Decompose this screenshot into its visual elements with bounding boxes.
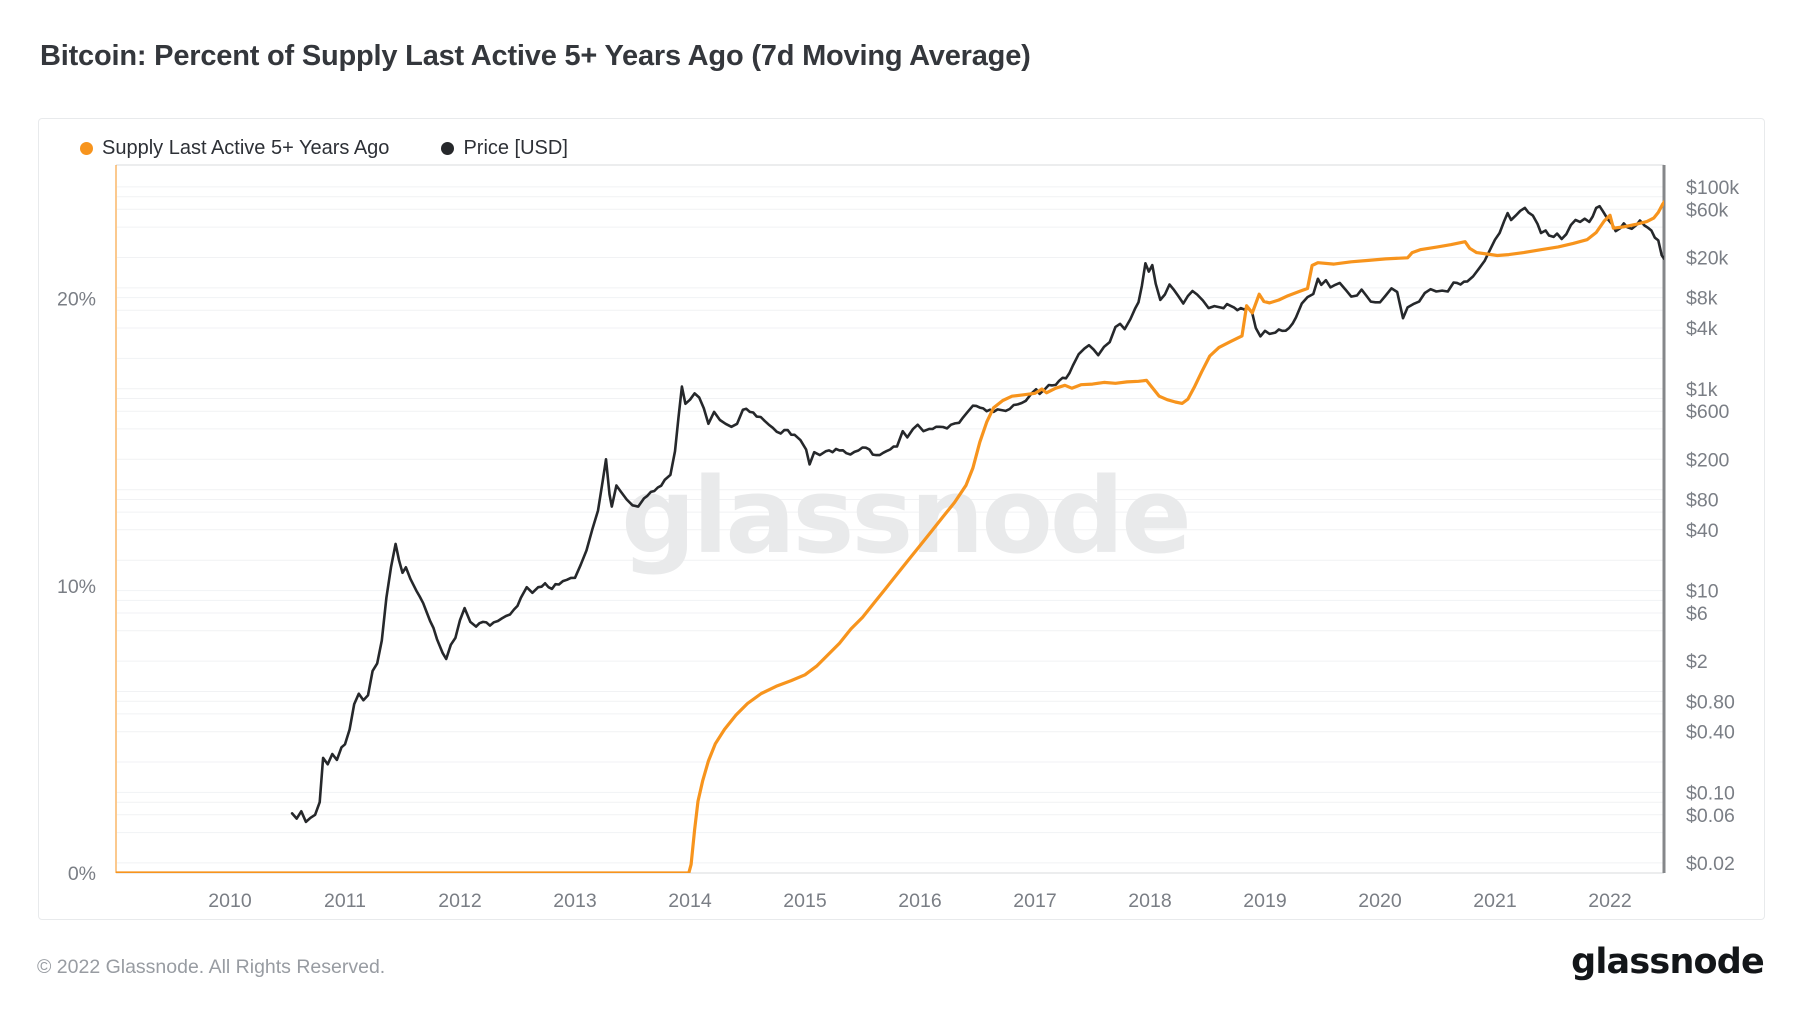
y-right-tick-label: $200 — [1686, 449, 1730, 471]
x-tick-label: 2019 — [1243, 890, 1286, 912]
axis-tick-labels: 0% 10% 20% $100k$60k $20k $8k $4k $1k$600 $200 $8… — [57, 177, 1739, 912]
chart-legend: Supply Last Active 5+ Years Ago Price [U… — [80, 137, 568, 160]
x-tick-label: 2022 — [1588, 890, 1631, 912]
y-right-tick-label: $1k — [1686, 379, 1718, 401]
x-tick-label: 2015 — [783, 890, 827, 912]
legend-item-supply[interactable]: Supply Last Active 5+ Years Ago — [80, 137, 389, 160]
x-tick-label: 2017 — [1013, 890, 1056, 912]
x-tick-label: 2018 — [1128, 890, 1171, 912]
legend-label-price: Price [USD] — [463, 137, 568, 159]
y-right-tick-label: $40 — [1686, 520, 1719, 542]
x-tick-label: 2013 — [553, 890, 596, 912]
y-right-tick-label: $80 — [1686, 490, 1719, 512]
y-right-tick-label: $60k — [1686, 199, 1729, 221]
legend-label-supply: Supply Last Active 5+ Years Ago — [102, 137, 390, 159]
copyright-text: © 2022 Glassnode. All Rights Reserved. — [37, 956, 386, 978]
watermark-text: glassnode — [621, 455, 1189, 577]
x-tick-label: 2014 — [668, 890, 712, 912]
x-tick-label: 2011 — [324, 890, 366, 912]
y-right-tick-label: $0.80 — [1686, 691, 1735, 713]
supply-series-line[interactable] — [116, 199, 1665, 873]
x-tick-label: 2010 — [208, 890, 252, 912]
y-right-tick-label: $0.06 — [1686, 805, 1735, 827]
x-tick-label: 2020 — [1358, 890, 1402, 912]
y-right-tick-label: $0.10 — [1686, 782, 1735, 804]
y-left-tick-label: 20% — [57, 289, 96, 311]
x-tick-label: 2016 — [898, 890, 941, 912]
x-tick-label: 2021 — [1473, 890, 1516, 912]
price-legend-dot-icon — [441, 142, 455, 155]
y-right-tick-label: $2 — [1686, 651, 1708, 673]
y-right-tick-label: $6 — [1686, 603, 1708, 625]
glassnode-logo: glassnode — [1571, 942, 1765, 982]
y-right-tick-label: $10 — [1686, 581, 1719, 603]
legend-item-price[interactable]: Price [USD] — [441, 137, 568, 160]
y-left-tick-label: 0% — [68, 863, 96, 885]
y-right-tick-label: $100k — [1686, 177, 1739, 199]
y-right-tick-label: $4k — [1686, 318, 1718, 340]
y-right-tick-label: $20k — [1686, 248, 1729, 270]
price-gridlines — [117, 186, 1663, 864]
y-right-tick-label: $600 — [1686, 401, 1730, 423]
y-right-tick-label: $0.02 — [1686, 853, 1735, 875]
page-title: Bitcoin: Percent of Supply Last Active 5… — [40, 40, 1031, 72]
y-left-tick-label: 10% — [57, 576, 96, 598]
price-series-line[interactable] — [290, 204, 1665, 824]
y-right-tick-label: $8k — [1686, 288, 1718, 310]
supply-legend-dot-icon — [80, 142, 93, 155]
x-tick-label: 2012 — [438, 890, 481, 912]
y-right-tick-label: $0.40 — [1686, 722, 1735, 744]
